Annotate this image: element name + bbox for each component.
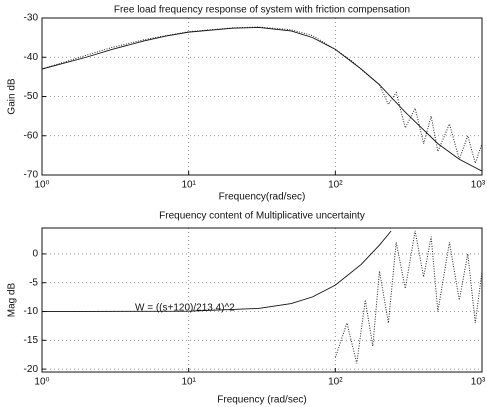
x-tick-label: 10³ [471,180,486,191]
y-tick-label: -30 [24,13,39,24]
plot-area [42,26,482,172]
y-tick-label: 0 [32,249,38,260]
plot-frame [41,227,483,373]
x-tick-label: 10⁰ [34,377,49,388]
y-tick-label: -5 [29,277,38,288]
chart-title: Free load frequency response of system w… [114,5,410,16]
y-tick-label: -20 [24,364,39,375]
y-axis-label: Gain dB [7,78,18,114]
y-tick-label: -10 [24,306,39,317]
series-line [42,26,482,172]
y-tick-label: -50 [24,91,39,102]
x-axis-label: Frequency (rad/sec) [217,395,306,406]
y-tick-label: -60 [24,130,39,141]
x-tick-label: 10³ [471,377,486,388]
plot-frame [41,17,483,176]
annotation: W = ((s+120)/213.4)^2 [135,303,235,314]
y-tick-label: -70 [24,170,39,181]
y-tick-label: -40 [24,52,39,63]
y-axis-label: Mag dB [7,282,18,317]
plot-area [42,230,482,364]
x-tick-label: 10⁰ [34,180,49,191]
series-line [334,230,482,364]
series-line [42,230,392,312]
y-tick-label: -15 [24,335,39,346]
series-line [42,26,482,165]
chart-title: Frequency content of Multiplicative unce… [159,211,365,222]
x-tick-label: 10¹ [181,377,196,388]
x-tick-label: 10² [328,180,343,191]
x-tick-label: 10¹ [181,180,196,191]
x-tick-label: 10² [328,377,343,388]
x-axis-label: Frequency(rad/sec) [219,192,306,203]
